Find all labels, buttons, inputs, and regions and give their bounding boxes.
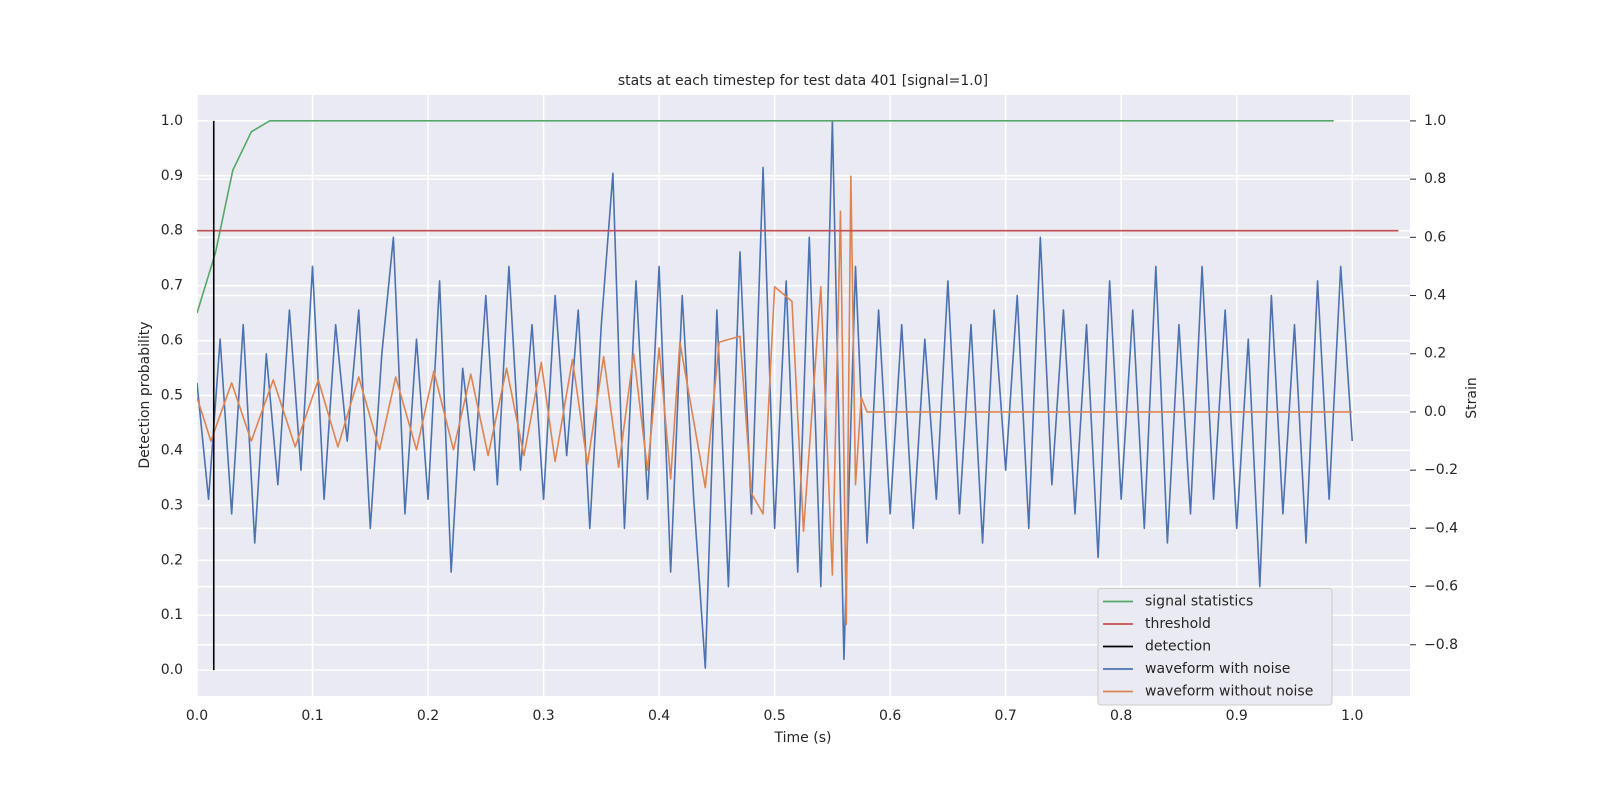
y-tick-label: 0.7 [161, 278, 183, 294]
y-tick-label: 0.6 [161, 333, 183, 349]
series-line [197, 120, 1354, 669]
legend-label: waveform without noise [1145, 684, 1313, 700]
y-tick-label: 0.2 [161, 552, 183, 568]
y2-tick-label: 0.2 [1424, 346, 1446, 362]
x-tick-label: 0.5 [763, 708, 785, 724]
y2-tick-label: −0.4 [1424, 520, 1458, 536]
y-axis-label: Detection probability [137, 321, 153, 468]
y2-tick-label: 0.6 [1424, 229, 1446, 245]
y2-tick-label: 0.8 [1424, 171, 1446, 187]
y2-tick-label: 0.0 [1424, 404, 1446, 420]
x-tick-label: 0.2 [417, 708, 439, 724]
x-axis-label: Time (s) [774, 730, 832, 746]
series-line [197, 175, 1353, 626]
legend-box [1097, 588, 1333, 706]
x-tick-label: 0.1 [301, 708, 323, 724]
y-tick-label: 0.8 [161, 223, 183, 239]
y-tick-label: 1.0 [161, 113, 183, 129]
legend-label: signal statistics [1145, 594, 1253, 610]
x-tick-label: 0.8 [1110, 708, 1132, 724]
x-tick-label: 0.6 [879, 708, 901, 724]
y-tick-label: 0.3 [161, 497, 183, 513]
y2-tick-label: −0.2 [1424, 462, 1458, 478]
y-tick-label: 0.0 [161, 662, 183, 678]
x-tick-label: 0.9 [1226, 708, 1248, 724]
x-tick-label: 1.0 [1341, 708, 1363, 724]
y2-axis-label: Strain [1464, 377, 1480, 418]
y2-tick-label: −0.8 [1424, 637, 1458, 653]
legend-label: detection [1145, 639, 1211, 655]
legend-label: threshold [1145, 616, 1211, 632]
y-tick-label: 0.9 [161, 168, 183, 184]
y-tick-label: 0.5 [161, 388, 183, 404]
y-tick-label: 0.4 [161, 442, 183, 458]
x-tick-label: 0.3 [532, 708, 554, 724]
x-tick-label: 0.4 [648, 708, 670, 724]
x-tick-label: 0.0 [186, 708, 208, 724]
chart-title: stats at each timestep for test data 401… [618, 73, 988, 89]
series-line [197, 120, 1334, 314]
x-tick-label: 0.7 [995, 708, 1017, 724]
y-tick-label: 0.1 [161, 607, 183, 623]
y2-tick-label: 1.0 [1424, 113, 1446, 129]
y2-tick-label: 0.4 [1424, 288, 1446, 304]
y2-tick-label: −0.6 [1424, 579, 1458, 595]
legend-label: waveform with noise [1145, 661, 1290, 677]
